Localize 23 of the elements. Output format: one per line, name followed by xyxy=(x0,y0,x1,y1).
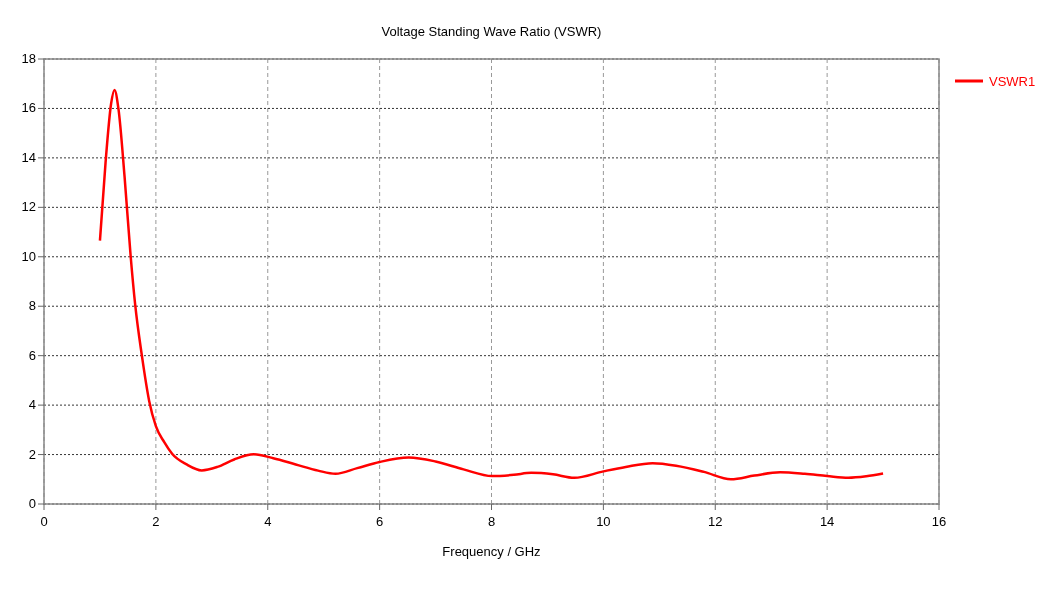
y-tick-label: 16 xyxy=(21,100,36,116)
x-tick-label: 16 xyxy=(931,514,947,529)
x-axis-title: Frequency / GHz xyxy=(442,544,541,559)
y-tick-label: 8 xyxy=(28,298,36,314)
y-tick-label: 18 xyxy=(21,51,36,66)
y-tick-label: 10 xyxy=(21,248,36,264)
y-tick-label: 14 xyxy=(21,149,36,165)
x-tick-label: 2 xyxy=(152,514,160,529)
legend-label: VSWR1 xyxy=(989,74,1036,89)
x-tick-label: 12 xyxy=(708,514,723,529)
y-tick-label: 12 xyxy=(21,199,36,215)
y-tick-label: 0 xyxy=(28,496,36,511)
x-tick-label: 0 xyxy=(40,514,48,529)
x-tick-label: 4 xyxy=(264,514,272,529)
x-tick-label: 8 xyxy=(487,514,496,529)
chart-title: Voltage Standing Wave Ratio (VSWR) xyxy=(381,24,602,39)
y-tick-label: 6 xyxy=(28,347,36,363)
y-tick-label: 2 xyxy=(28,446,36,462)
y-tick-label: 4 xyxy=(28,397,36,413)
line-series xyxy=(98,88,885,481)
x-tick-label: 6 xyxy=(376,514,384,529)
x-tick-label: 10 xyxy=(596,514,611,529)
x-tick-label: 14 xyxy=(819,514,835,529)
